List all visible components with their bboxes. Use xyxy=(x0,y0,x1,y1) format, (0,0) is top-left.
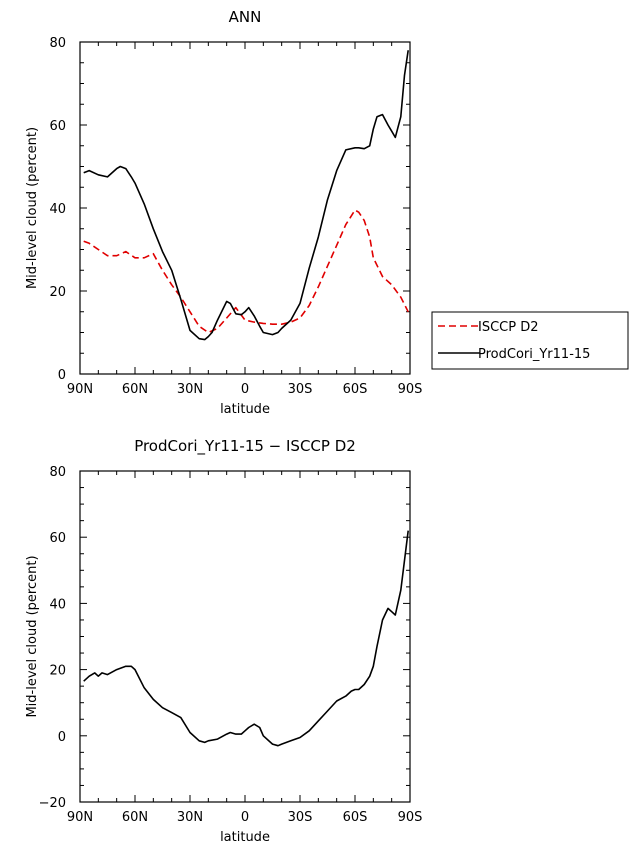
x-tick-label: 0 xyxy=(241,810,249,825)
x-tick-label: 30S xyxy=(288,382,313,397)
chart-panel-2: ProdCori_Yr11-15 − ISCCP D2 90N 60N 30N 0 30S… xyxy=(25,437,422,845)
chart-title: ANN xyxy=(229,8,262,26)
y-tick-label: −20 xyxy=(39,796,66,811)
legend-box xyxy=(431,311,629,370)
y-tick-label: 20 xyxy=(49,285,66,300)
y-tick-label: 40 xyxy=(49,202,66,217)
y-tick-label: 80 xyxy=(49,465,66,480)
x-axis-label: latitude xyxy=(220,402,270,417)
x-tick-label: 90S xyxy=(398,382,423,397)
x-tick-label: 60S xyxy=(343,382,368,397)
y-tick-label: 80 xyxy=(49,36,66,51)
x-tick-label: 90N xyxy=(67,382,93,397)
x-tick-label: 30S xyxy=(288,810,313,825)
y-axis-label: Mid-level cloud (percent) xyxy=(25,127,40,289)
x-tick-label: 60S xyxy=(343,810,368,825)
y-tick-label: 60 xyxy=(49,119,66,134)
x-tick-label: 90N xyxy=(67,810,93,825)
legend-label-2: ProdCori_Yr11-15 xyxy=(478,347,590,362)
x-tick-label: 0 xyxy=(241,382,249,397)
x-tick-label: 30N xyxy=(177,810,203,825)
x-tick-label: 60N xyxy=(122,382,148,397)
series-line-1 xyxy=(83,209,409,334)
y-tick-label: 0 xyxy=(58,368,66,383)
chart-title: ProdCori_Yr11-15 − ISCCP D2 xyxy=(134,437,356,456)
series-line-1 xyxy=(83,530,409,747)
y-tick-label: 20 xyxy=(49,664,66,679)
y-axis-label: Mid-level cloud (percent) xyxy=(25,555,40,717)
plot-frame xyxy=(79,41,411,375)
chart-panel-1: ANN 90N 60N 30N 0 30S 60S 90S 0 20 40 60 80 latitude M… xyxy=(25,8,629,417)
y-tick-label: 0 xyxy=(58,730,66,745)
y-tick-label: 60 xyxy=(49,531,66,546)
legend-label-1: ISCCP D2 xyxy=(478,320,539,335)
series-line-2 xyxy=(83,50,409,341)
y-tick-label: 40 xyxy=(49,597,66,612)
plot-frame xyxy=(79,470,411,803)
x-axis-label: latitude xyxy=(220,830,270,845)
x-tick-label: 30N xyxy=(177,382,203,397)
x-tick-label: 60N xyxy=(122,810,148,825)
legend: ISCCP D2 ProdCori_Yr11-15 xyxy=(431,311,629,370)
x-tick-label: 90S xyxy=(398,810,423,825)
